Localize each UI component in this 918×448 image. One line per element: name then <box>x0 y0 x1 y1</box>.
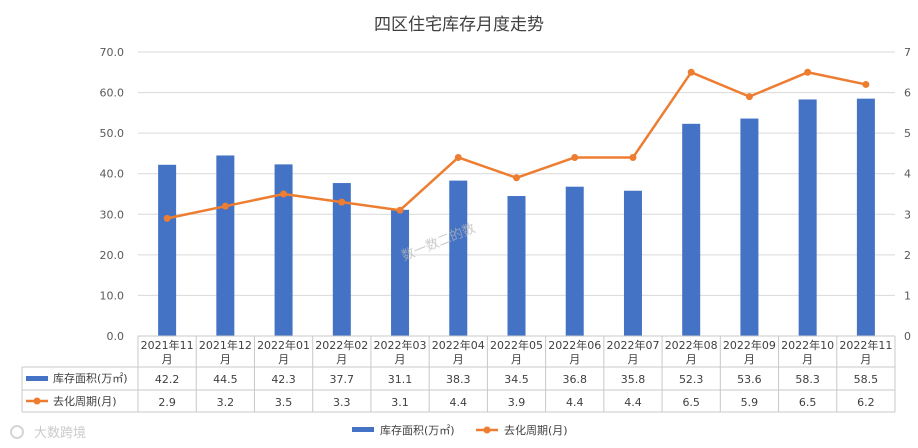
table-cell-value: 53.6 <box>737 373 762 386</box>
y-left-tick-label: 60.0 <box>100 87 125 100</box>
category-label: 2022年03 月 <box>374 338 427 366</box>
table-cell-value: 6.5 <box>799 396 817 409</box>
table-cell-value: 6.5 <box>682 396 700 409</box>
table-cell-value: 37.7 <box>330 373 355 386</box>
bar <box>682 123 701 336</box>
category-label: 2022年05 月 <box>490 338 543 366</box>
table-cell-value: 31.1 <box>388 373 413 386</box>
table-key-marker <box>33 397 41 405</box>
table-cell-value: 38.3 <box>446 373 471 386</box>
line-point <box>338 198 346 206</box>
axes: 0.0 10.0 20.0 30.0 40.0 50.0 60.0 70.0 0 1 2 3 4 5 6 7 <box>100 46 912 343</box>
line-point <box>862 80 870 88</box>
category-label: 2022年10 月 <box>781 338 834 366</box>
table-cell-value: 4.4 <box>450 396 468 409</box>
y-left-tick-label: 70.0 <box>100 46 125 59</box>
y-left-tick-label: 30.0 <box>100 208 125 221</box>
legend-key-bar <box>352 427 374 432</box>
bar <box>507 196 526 336</box>
bar <box>216 155 235 336</box>
line-point <box>629 153 637 161</box>
table-cell-value: 42.2 <box>155 373 180 386</box>
category-label: 2022年06 月 <box>548 338 601 366</box>
watermark-logo-text: 大数跨境 <box>34 426 86 441</box>
line-point <box>745 93 753 101</box>
table-cell-value: 36.8 <box>562 373 587 386</box>
table-cell-value: 58.5 <box>854 373 879 386</box>
category-label: 2022年11 月 <box>839 338 892 366</box>
legend: 库存面积(万㎡) 去化周期(月) <box>352 423 568 437</box>
line-point <box>571 153 579 161</box>
table-cell-value: 4.4 <box>624 396 642 409</box>
legend-key-marker <box>483 426 491 434</box>
table-cell-value: 3.2 <box>217 396 235 409</box>
table-key-bar <box>26 376 48 381</box>
table-cell-value: 3.1 <box>391 396 409 409</box>
y-right-tick-label: 0 <box>904 330 911 343</box>
y-right-tick-label: 4 <box>904 168 911 181</box>
category-label: 2022年01 月 <box>257 338 310 366</box>
table-cell-value: 42.3 <box>271 373 296 386</box>
line-series <box>163 68 870 222</box>
table-row-header: 库存面积(万㎡) <box>53 371 128 385</box>
bar <box>274 164 293 336</box>
y-left-tick-label: 0.0 <box>107 330 125 343</box>
line-point <box>804 68 812 76</box>
y-right-tick-label: 3 <box>904 208 911 221</box>
y-left-tick-label: 50.0 <box>100 127 125 140</box>
table-cell-value: 35.8 <box>621 373 646 386</box>
table-cell-value: 3.5 <box>275 396 293 409</box>
bar <box>856 98 875 337</box>
y-right-tick-label: 1 <box>904 289 911 302</box>
bar <box>158 164 177 336</box>
bar <box>565 186 584 336</box>
category-label: 2022年02 月 <box>315 338 368 366</box>
y-left-tick-label: 10.0 <box>100 289 125 302</box>
category-label: 2022年07 月 <box>606 338 659 366</box>
table-cell-value: 5.9 <box>741 396 759 409</box>
y-right-tick-label: 7 <box>904 46 911 59</box>
category-label: 2022年08 月 <box>665 338 718 366</box>
line-point <box>396 206 404 214</box>
chart-title: 四区住宅库存月度走势 <box>374 15 544 35</box>
line-point <box>163 214 171 222</box>
line-point <box>221 202 229 210</box>
category-label: 2022年04 月 <box>432 338 485 366</box>
legend-label: 库存面积(万㎡) <box>380 423 455 437</box>
table-cell-value: 4.4 <box>566 396 584 409</box>
bar <box>449 180 468 336</box>
bar <box>798 99 817 337</box>
line-point <box>454 153 462 161</box>
y-right-tick-label: 6 <box>904 87 911 100</box>
bar <box>623 190 642 336</box>
table-cell-value: 2.9 <box>158 396 176 409</box>
category-label: 2021年12 月 <box>199 338 252 366</box>
line-point <box>687 68 695 76</box>
table-cell-value: 3.3 <box>333 396 351 409</box>
line-point <box>280 190 288 198</box>
y-right-tick-label: 5 <box>904 127 911 140</box>
table-cell-value: 3.9 <box>508 396 526 409</box>
category-label: 2021年11 月 <box>141 338 194 366</box>
bar <box>740 118 759 336</box>
y-right-tick-label: 2 <box>904 249 911 262</box>
table-cell-value: 6.2 <box>857 396 875 409</box>
bar-series <box>158 98 875 337</box>
table-cell-value: 44.5 <box>213 373 238 386</box>
line-point <box>513 174 520 182</box>
table-cell-value: 52.3 <box>679 373 704 386</box>
y-left-tick-label: 20.0 <box>100 249 125 262</box>
table-cell-value: 58.3 <box>795 373 820 386</box>
y-left-tick-label: 40.0 <box>100 168 125 181</box>
bar <box>391 209 410 336</box>
bar <box>332 183 351 336</box>
legend-label: 去化周期(月) <box>504 423 568 437</box>
category-label: 2022年09 月 <box>723 338 776 366</box>
table-cell-value: 34.5 <box>504 373 529 386</box>
watermark-logo-icon <box>10 425 24 439</box>
table-row-header: 去化周期(月) <box>53 394 117 408</box>
